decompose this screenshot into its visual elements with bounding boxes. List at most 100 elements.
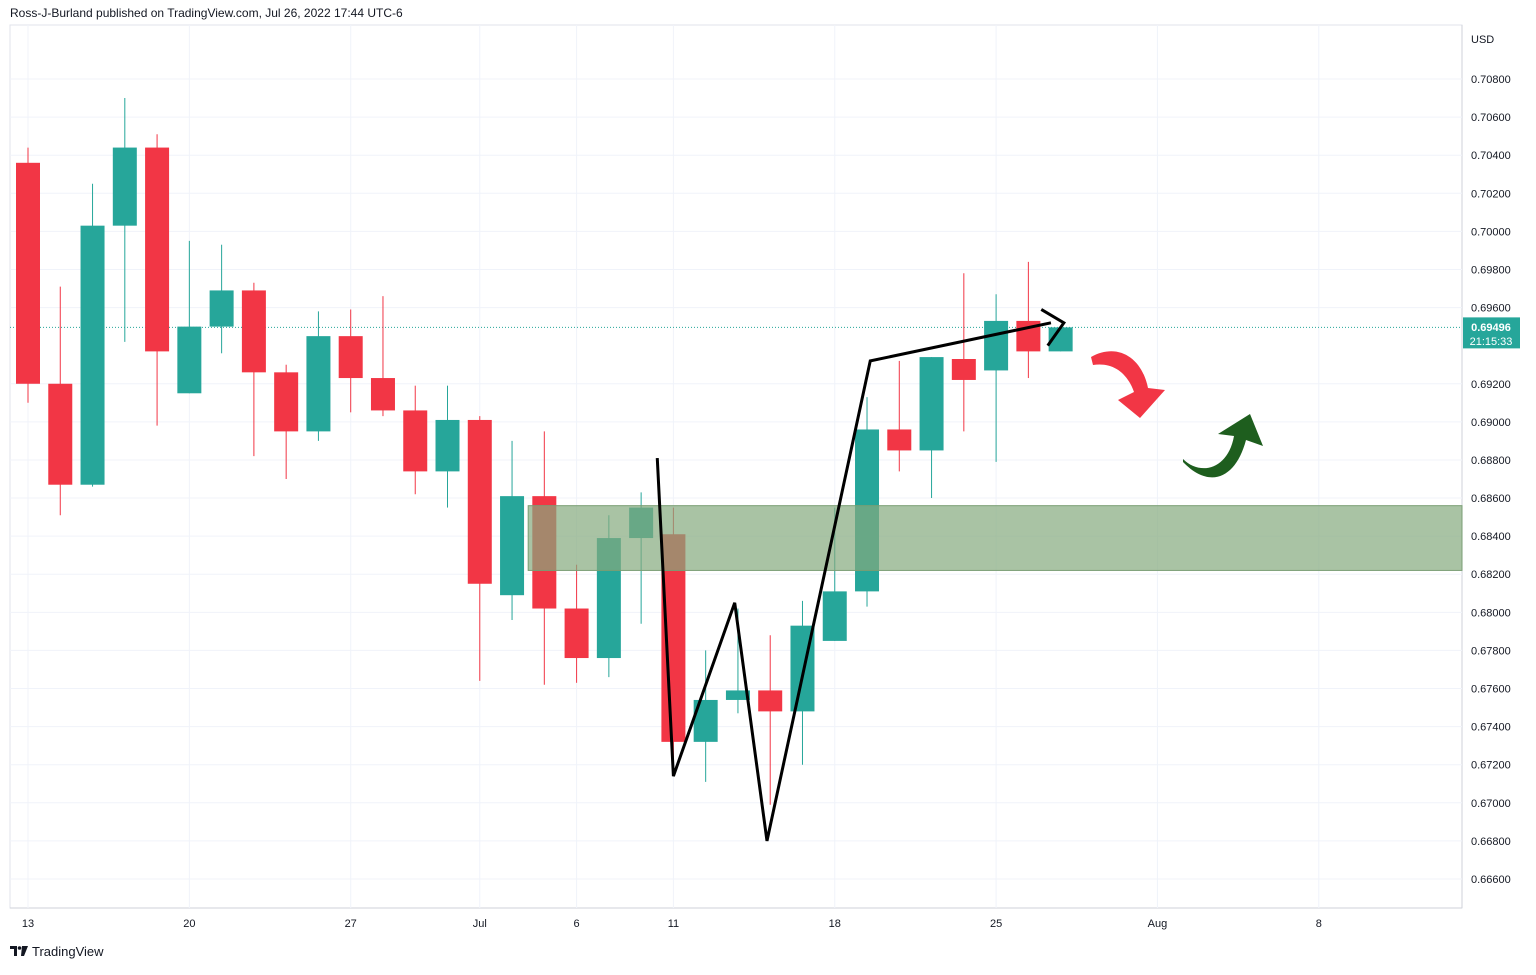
y-tick-label: 0.69000: [1471, 417, 1511, 429]
currency-label: USD: [1471, 34, 1494, 46]
x-tick-label: Jul: [473, 918, 487, 930]
candle-body: [435, 419, 460, 472]
y-tick-label: 0.69600: [1471, 303, 1511, 315]
candle-body: [80, 225, 105, 485]
y-tick-label: 0.66800: [1471, 836, 1511, 848]
y-tick-label: 0.66600: [1471, 874, 1511, 886]
candle-body: [112, 147, 137, 226]
candle-body: [241, 290, 266, 373]
candle-body: [48, 383, 73, 485]
down-arrow-icon: [1091, 351, 1165, 418]
y-tick-label: 0.67000: [1471, 798, 1511, 810]
candle[interactable]: [48, 286, 73, 516]
candle-body: [177, 326, 202, 394]
candle[interactable]: [435, 385, 460, 508]
last-price-value: 0.69496: [1471, 322, 1511, 334]
candle[interactable]: [80, 183, 105, 487]
candle[interactable]: [951, 273, 976, 432]
candle-body: [16, 162, 40, 384]
candle-body: [209, 290, 234, 327]
candle[interactable]: [274, 364, 299, 479]
x-tick-label: 25: [990, 918, 1002, 930]
candle[interactable]: [403, 385, 428, 495]
candle[interactable]: [855, 397, 880, 607]
y-tick-label: 0.67600: [1471, 684, 1511, 696]
candle[interactable]: [887, 360, 912, 472]
candle[interactable]: [984, 294, 1009, 462]
candle-body: [403, 410, 428, 472]
x-tick-label: 11: [668, 918, 679, 930]
candle[interactable]: [16, 147, 40, 403]
x-tick-label: 8: [1316, 918, 1322, 930]
w-pattern-line[interactable]: [655, 321, 1052, 842]
candle-body: [338, 336, 363, 379]
y-tick-label: 0.70800: [1471, 74, 1511, 86]
w-pattern-arrowhead: [1040, 308, 1067, 347]
support-zone[interactable]: [527, 505, 1463, 571]
y-tick-label: 0.70600: [1471, 112, 1511, 124]
y-tick-label: 0.68800: [1471, 455, 1511, 467]
candle-body: [500, 496, 525, 596]
candle[interactable]: [338, 309, 363, 413]
candle-body: [370, 378, 395, 411]
y-tick-label: 0.68000: [1471, 607, 1511, 619]
x-tick-label: 18: [829, 918, 841, 930]
y-tick-label: 0.69200: [1471, 379, 1511, 391]
candle[interactable]: [209, 244, 234, 354]
y-tick-label: 0.68200: [1471, 569, 1511, 581]
tradingview-footer[interactable]: TradingView: [10, 944, 104, 959]
footer-brand-text: TradingView: [32, 944, 104, 959]
x-tick-label: 20: [183, 918, 195, 930]
x-tick-label: 27: [345, 918, 357, 930]
y-tick-label: 0.68600: [1471, 493, 1511, 505]
candle-body: [145, 147, 170, 352]
y-tick-label: 0.69800: [1471, 264, 1511, 276]
candle-body: [274, 372, 299, 432]
x-tick-label: 6: [574, 918, 580, 930]
y-tick-label: 0.67400: [1471, 722, 1511, 734]
x-tick-label: Aug: [1148, 918, 1168, 930]
candle[interactable]: [1016, 261, 1041, 379]
publisher-header: Ross-J-Burland published on TradingView.…: [10, 6, 403, 20]
candle[interactable]: [758, 635, 783, 805]
up-arrow-icon: [1183, 414, 1263, 478]
y-tick-label: 0.67800: [1471, 645, 1511, 657]
candle[interactable]: [370, 296, 395, 417]
candle-body: [725, 690, 750, 700]
candle[interactable]: [241, 282, 266, 457]
candle-body: [564, 608, 589, 659]
y-axis-labels: 0.70800 0.70600 0.70400 0.70200 0.70000 0.698…: [1471, 74, 1511, 886]
y-tick-label: 0.70000: [1471, 226, 1511, 238]
candle-body: [887, 429, 912, 451]
candle[interactable]: [306, 311, 331, 441]
candle[interactable]: [500, 440, 525, 620]
candle[interactable]: [822, 507, 847, 641]
x-tick-label: 13: [22, 918, 34, 930]
candles[interactable]: [16, 98, 1073, 805]
candle-body: [306, 336, 331, 432]
candle[interactable]: [467, 416, 492, 681]
candle-body: [467, 419, 492, 584]
tradingview-logo-icon: [10, 944, 28, 959]
candle[interactable]: [564, 564, 589, 683]
y-tick-label: 0.70200: [1471, 188, 1511, 200]
countdown-timer: 21:15:33: [1470, 336, 1513, 348]
candle[interactable]: [145, 134, 170, 426]
y-tick-label: 0.70400: [1471, 150, 1511, 162]
candle[interactable]: [112, 98, 137, 342]
grid-lines: [9, 24, 1463, 909]
candle-body: [919, 357, 944, 451]
candle-body: [951, 359, 976, 380]
y-tick-label: 0.67200: [1471, 760, 1511, 772]
x-axis-labels: 13 20 27 Jul 6 11 18 25 Aug 8: [22, 918, 1322, 930]
y-tick-label: 0.68400: [1471, 531, 1511, 543]
candle-body: [822, 591, 847, 641]
candle[interactable]: [177, 240, 202, 394]
plot-frame: [9, 24, 1463, 909]
candle[interactable]: [693, 650, 718, 782]
candle-body: [758, 690, 783, 712]
candle[interactable]: [919, 357, 944, 499]
last-price-badge: 0.69496 21:15:33: [1463, 317, 1520, 349]
